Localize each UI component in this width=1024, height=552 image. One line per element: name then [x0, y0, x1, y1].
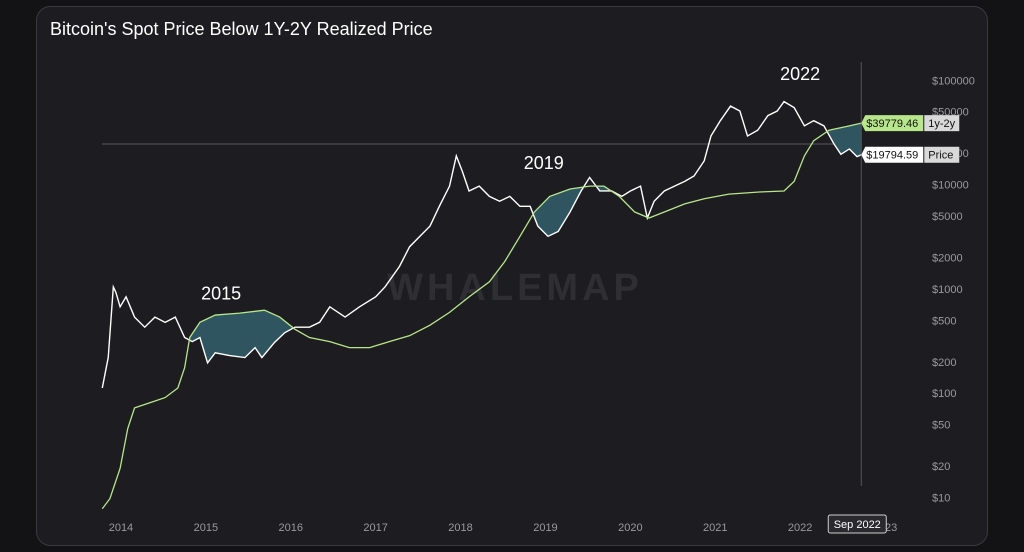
value-badge [861, 146, 924, 163]
date-badge [827, 514, 887, 534]
y-tick-label: $200 [932, 357, 956, 369]
y-tick-label: $20 [932, 461, 950, 473]
y-tick-label: $10 [932, 493, 950, 505]
annotation: 2015 [201, 284, 241, 304]
x-tick-label: 2015 [194, 522, 218, 534]
watermark: WHALEMAP [387, 267, 643, 309]
x-tick-label: 2017 [363, 522, 387, 534]
x-tick-label: 2018 [448, 522, 472, 534]
series-name: 1y-2y [928, 118, 955, 130]
y-tick-label: $2000 [932, 253, 963, 265]
value-label: $39779.46 [866, 118, 918, 130]
x-tick-label: 2019 [533, 522, 557, 534]
annotation: 2019 [524, 153, 564, 173]
x-tick-label: 2021 [703, 522, 727, 534]
series-name: Price [928, 150, 953, 162]
name-badge [924, 115, 960, 132]
chart-title: Bitcoin's Spot Price Below 1Y-2Y Realize… [50, 19, 433, 39]
y-tick-label: $10000 [932, 180, 969, 192]
panel [36, 6, 988, 546]
date-label: Sep 2022 [834, 519, 881, 531]
annotation: 2022 [780, 64, 820, 84]
x-tick-label: 2016 [279, 522, 303, 534]
y-tick-label: $5000 [932, 211, 963, 223]
y-tick-label: $500 [932, 315, 956, 327]
series-line [101, 122, 862, 510]
y-tick-label: $50 [932, 420, 950, 432]
x-tick-label: 2014 [109, 522, 133, 534]
y-tick-label: $100000 [932, 75, 975, 87]
x-tick-label: 2022 [788, 522, 812, 534]
value-label: $19794.59 [866, 150, 918, 162]
y-tick-label: $100 [932, 388, 956, 400]
x-tick-label: 2020 [618, 522, 642, 534]
series-line [101, 100, 862, 389]
name-badge [924, 146, 960, 163]
value-badge [861, 115, 924, 132]
y-tick-label: $1000 [932, 284, 963, 296]
